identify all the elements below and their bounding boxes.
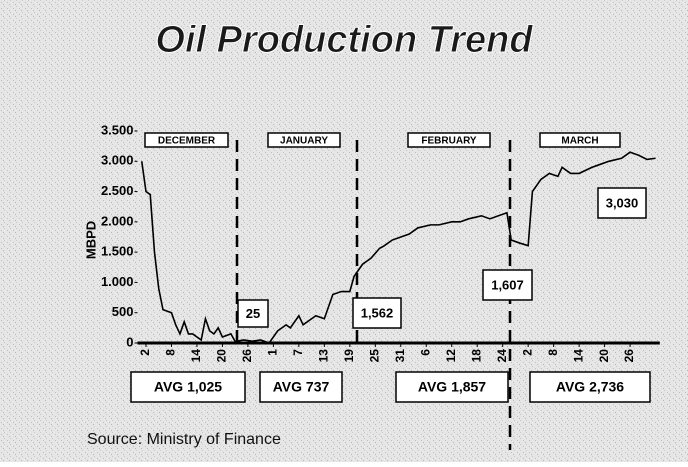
x-tick-label: 26 — [240, 349, 254, 363]
y-tick-label: 2.500 — [101, 183, 134, 198]
x-tick-label: 6 — [418, 349, 432, 356]
annotation-box — [482, 269, 533, 301]
y-tick-label: 1.000 — [101, 274, 134, 289]
x-tick-label: 2 — [520, 349, 534, 356]
month-label: JANUARY — [280, 136, 328, 147]
y-axis-label: MBPD — [83, 221, 98, 259]
month-label: MARCH — [561, 136, 598, 147]
average-label: AVG 737 — [273, 379, 330, 395]
x-tick-label: 18 — [469, 349, 483, 363]
y-tick-label: 3.500 — [101, 122, 134, 137]
x-tick-label: 8 — [546, 349, 560, 356]
y-tick-label: 1.500 — [101, 244, 134, 259]
x-tick-label: 12 — [444, 349, 458, 363]
month-label: DECEMBER — [158, 136, 216, 147]
annotation: 25 — [246, 306, 260, 321]
x-tick-label: 25 — [367, 349, 381, 363]
month-label-box — [144, 132, 229, 148]
month-label-box — [539, 132, 621, 148]
x-tick-label: 24 — [495, 349, 509, 363]
x-tick-label: 20 — [215, 349, 229, 363]
annotation: 3,030 — [606, 195, 639, 210]
x-tick-label: 2 — [138, 349, 152, 356]
average-label: AVG 2,736 — [556, 379, 624, 395]
x-tick-label: 13 — [317, 349, 331, 363]
month-label-box — [267, 132, 341, 148]
average-label: AVG 1,025 — [154, 379, 222, 395]
y-tick-label: 3.000 — [101, 153, 134, 168]
chart-title: Oil Production Trend — [155, 19, 533, 61]
month-label: FEBRUARY — [421, 136, 477, 147]
x-tick-label: 14 — [189, 349, 203, 363]
x-tick-label: 1 — [266, 349, 280, 356]
x-tick-label: 20 — [597, 349, 611, 363]
x-tick-label: 8 — [164, 349, 178, 356]
average-label-box — [395, 371, 509, 403]
month-label-box — [407, 132, 491, 148]
average-label-box — [259, 371, 343, 403]
x-tick-label: 14 — [571, 349, 585, 363]
y-tick-label: 0 — [126, 334, 133, 349]
source: Source: Ministry of Finance — [87, 431, 281, 448]
average-label: AVG 1,857 — [418, 379, 486, 395]
average-label-box — [529, 371, 651, 403]
x-tick-label: 31 — [393, 349, 407, 363]
y-tick-label: 2.000 — [101, 213, 134, 228]
annotation-box — [237, 299, 269, 328]
average-label-box — [130, 371, 246, 403]
x-tick-label: 26 — [622, 349, 636, 363]
y-tick-label: 500 — [112, 304, 134, 319]
line — [140, 151, 656, 344]
annotation-box — [352, 297, 402, 329]
annotation: 1,562 — [361, 305, 394, 320]
annotation-box — [597, 187, 647, 219]
x-tick-label: 19 — [342, 349, 356, 363]
annotation: 1,607 — [491, 277, 524, 292]
x-tick-label: 7 — [291, 349, 305, 356]
